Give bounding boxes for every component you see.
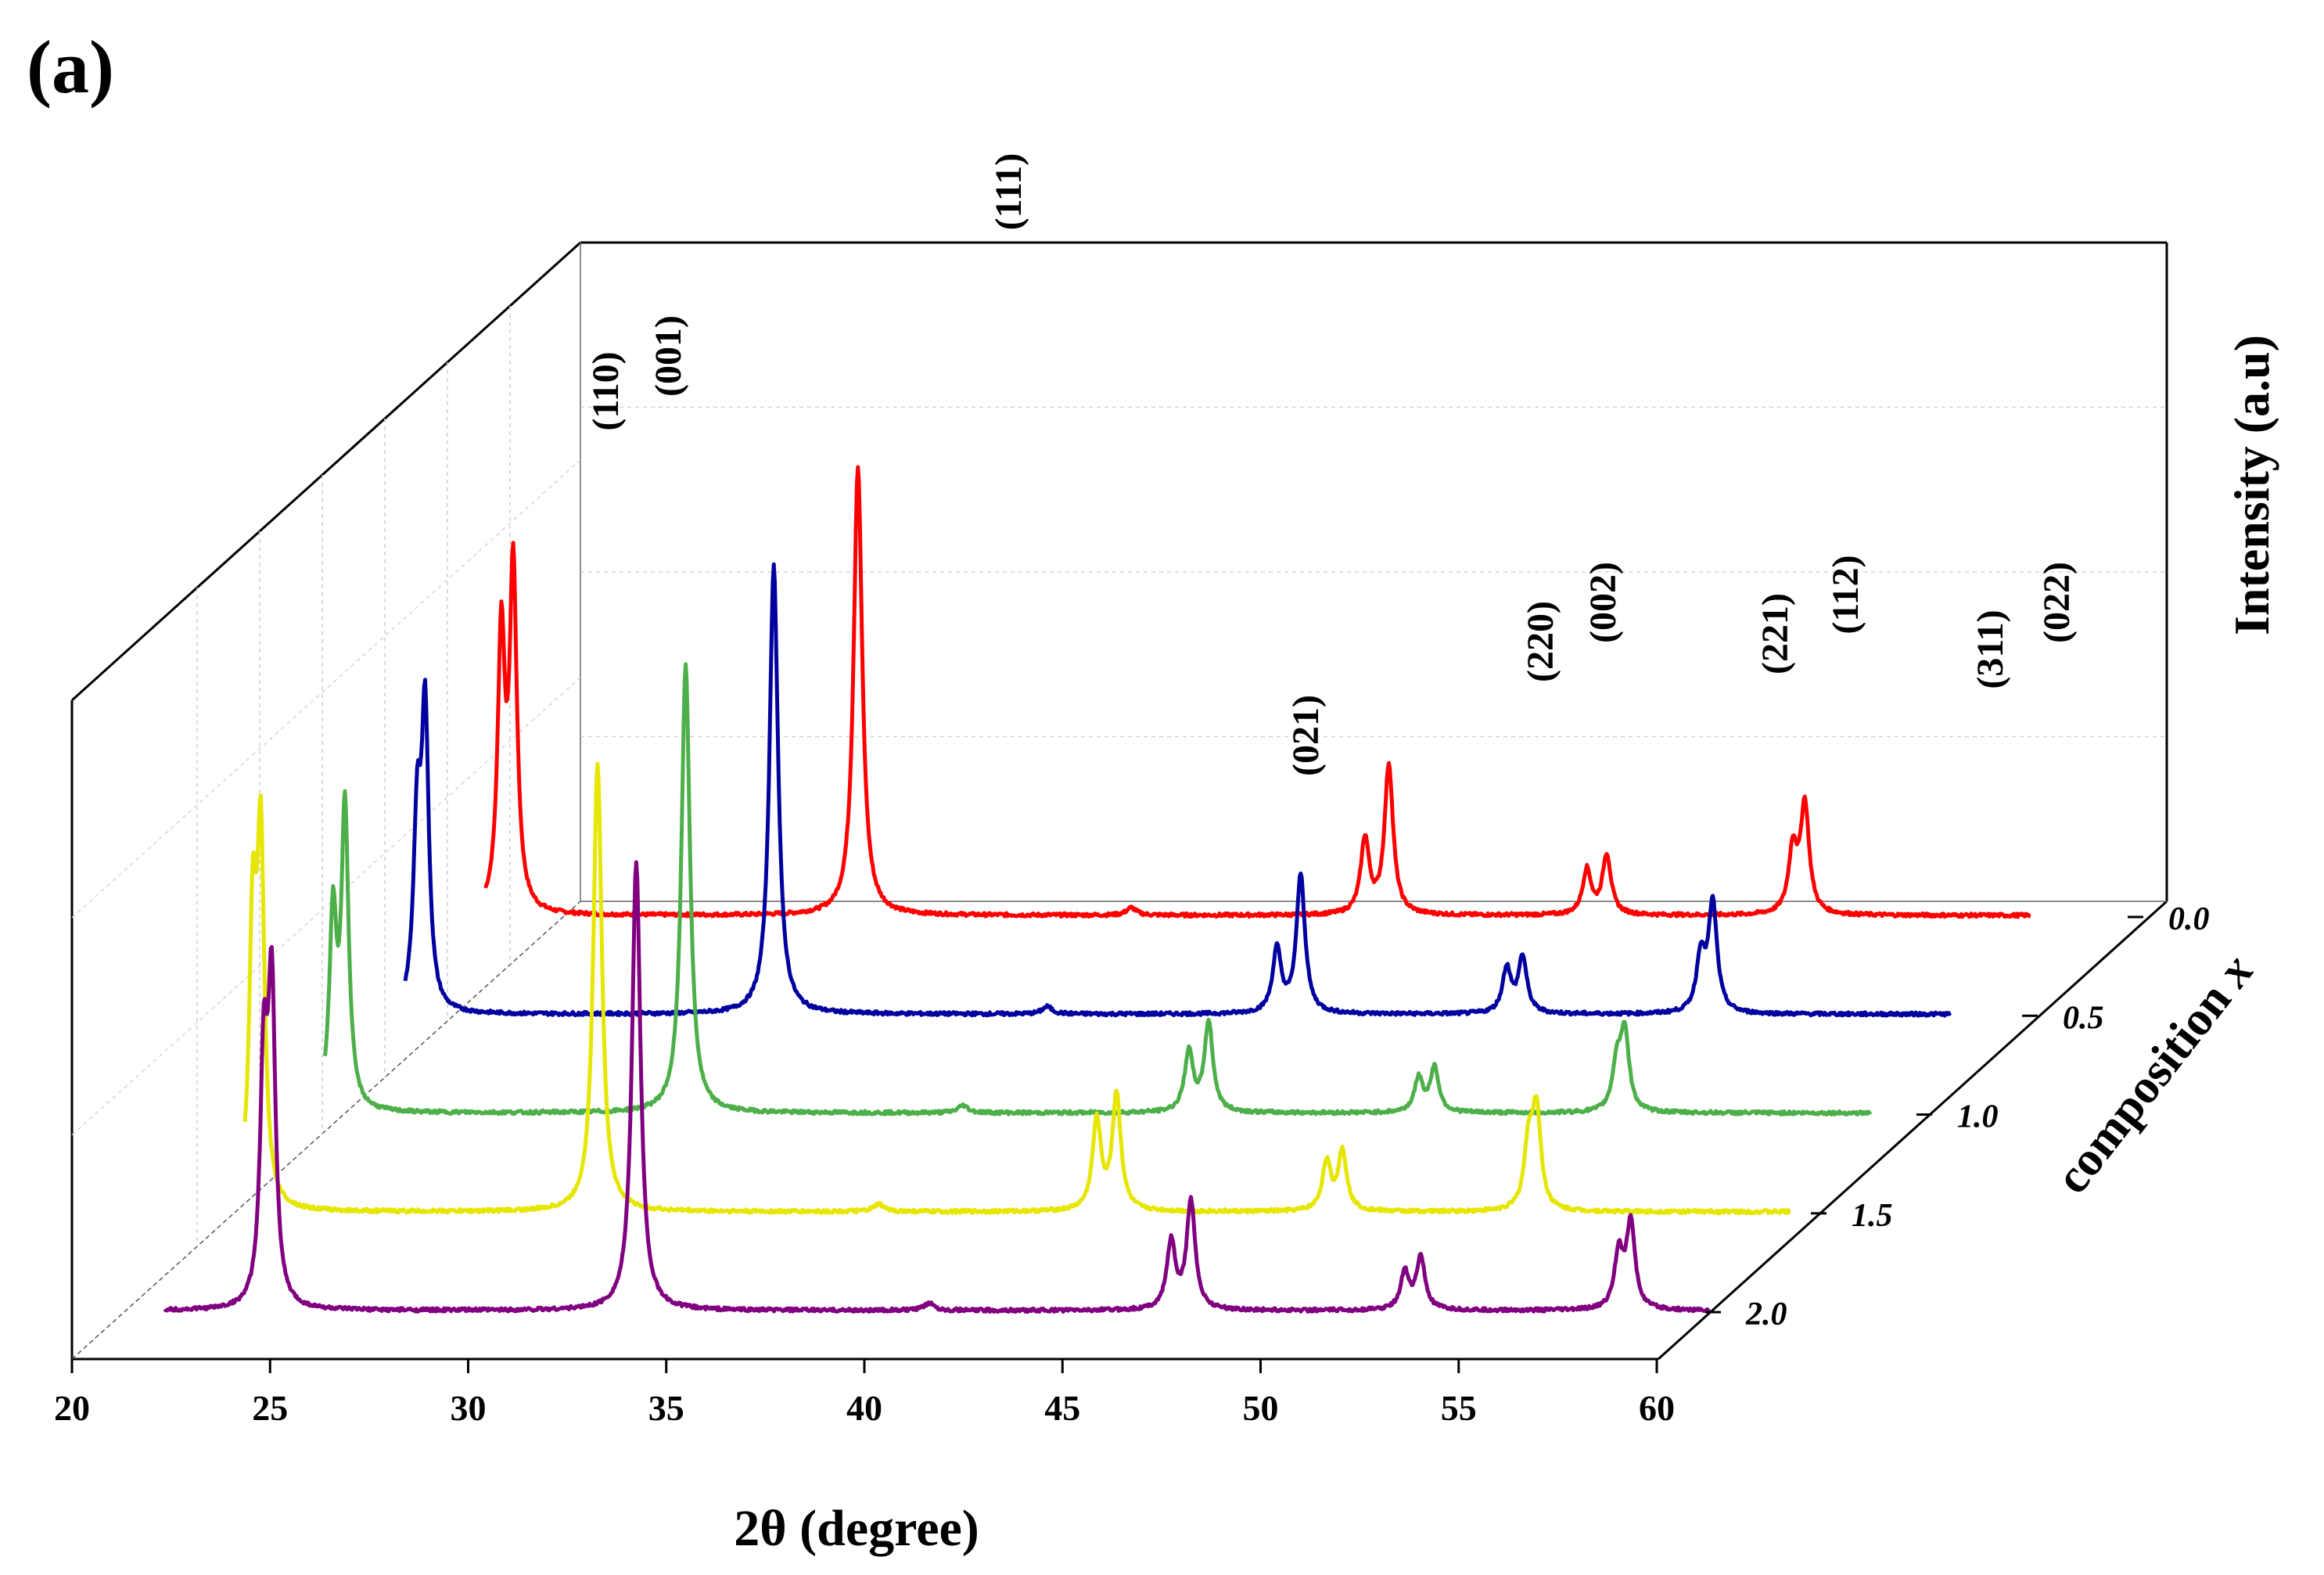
grid-line-side — [71, 677, 581, 1136]
composition-ticks: 0.0 0.5 1.0 1.5 2.0 — [1705, 901, 2210, 1332]
x-ticks: 20 25 30 35 40 45 50 55 60 — [54, 1359, 1675, 1428]
series-line-1-0 — [323, 662, 1873, 1117]
z-axis-title-var: x — [2207, 944, 2264, 997]
series-line-1-5 — [242, 761, 1791, 1216]
peak-label: (112) — [1825, 555, 1866, 634]
bottom-right-depth-edge — [1657, 900, 2168, 1361]
peak-label: (001) — [648, 315, 689, 397]
x-tick-label: 45 — [1044, 1388, 1080, 1428]
series-line-0-0 — [483, 465, 2032, 919]
x-tick-label: 40 — [846, 1388, 882, 1428]
peak-label: (110) — [585, 351, 627, 430]
panel-label: (a) — [27, 25, 114, 109]
peak-annotations: (110) (001) (111) (021) (220) (002) (221) (112)… — [585, 153, 2078, 776]
y-axis-title: Intensity (a.u) — [2224, 335, 2279, 635]
peak-label: (220) — [1520, 601, 1561, 682]
series-group — [163, 465, 2032, 1314]
top-left-depth-edge — [70, 241, 582, 702]
x-tick-label: 60 — [1639, 1388, 1675, 1428]
x-tick-label: 50 — [1243, 1388, 1279, 1428]
z-tick-label: 0.0 — [2168, 901, 2210, 937]
peak-label: (002) — [1582, 562, 1624, 643]
z-tick-label: 0.5 — [2063, 1000, 2104, 1036]
z-axis-title: composition x — [2046, 944, 2264, 1203]
peak-label: (021) — [1285, 695, 1327, 776]
peak-label: (022) — [2036, 562, 2078, 643]
bottom-left-depth-edge — [71, 901, 581, 1360]
peak-label: (111) — [988, 153, 1029, 231]
x-tick-label: 25 — [252, 1388, 288, 1428]
x-tick-label: 30 — [451, 1388, 487, 1428]
z-tick-label: 1.5 — [1852, 1198, 1893, 1234]
plot-frame — [70, 241, 2168, 1361]
x-axis-title: 2θ (degree) — [734, 1500, 979, 1557]
z-tick-label: 1.0 — [1957, 1099, 1999, 1135]
peak-label: (311) — [1970, 610, 2011, 689]
peak-label: (221) — [1755, 593, 1796, 674]
z-tick-label: 2.0 — [1745, 1296, 1787, 1332]
x-tick-label: 55 — [1441, 1388, 1477, 1428]
series-line-0-5 — [403, 562, 1952, 1018]
x-tick-label: 20 — [54, 1388, 90, 1428]
x-tick-label: 35 — [648, 1388, 684, 1428]
series-line-2-0 — [163, 860, 1712, 1314]
